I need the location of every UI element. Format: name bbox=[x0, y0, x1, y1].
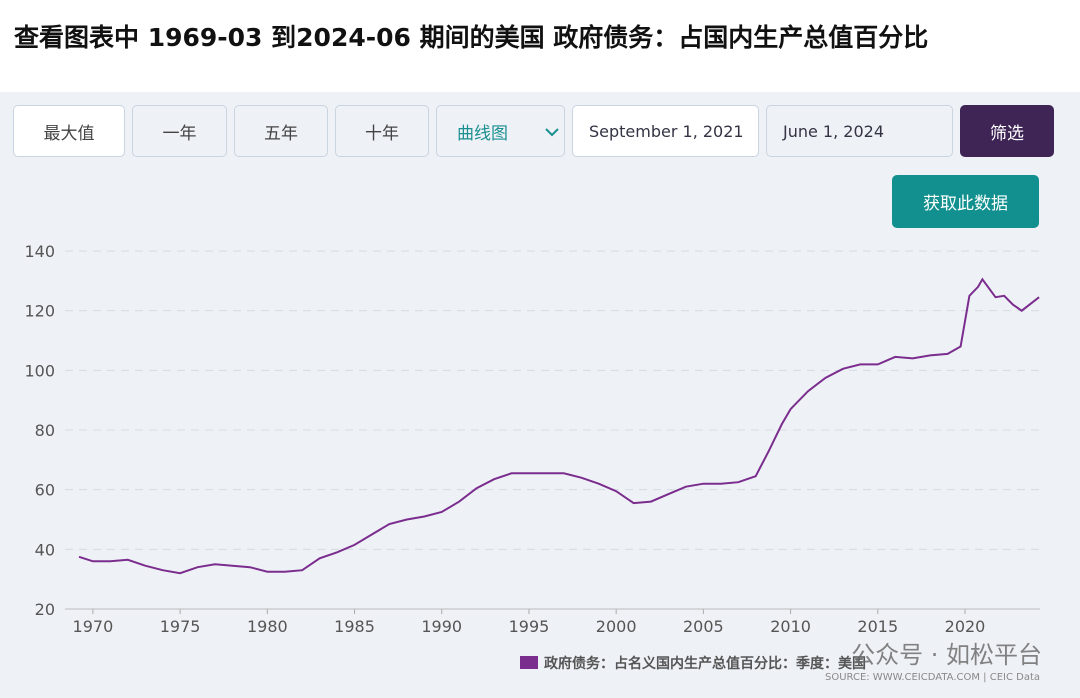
x-tick-label: 2010 bbox=[770, 617, 811, 636]
start-date[interactable]: September 1, 2021 bbox=[572, 105, 759, 157]
y-tick-label: 100 bbox=[24, 361, 55, 380]
data-line bbox=[78, 277, 1040, 575]
select-label: 曲线图 bbox=[457, 123, 508, 144]
legend-label: 政府债务：占名义国内生产总值百分比：季度：美国 bbox=[544, 655, 866, 672]
range-button[interactable]: 一年 bbox=[132, 105, 227, 157]
range-button[interactable]: 最大值 bbox=[13, 105, 125, 157]
x-tick-label: 1975 bbox=[160, 617, 201, 636]
x-tick-label: 2000 bbox=[596, 617, 637, 636]
x-tick-label: 1995 bbox=[509, 617, 550, 636]
download-button[interactable]: 获取此数据 bbox=[892, 175, 1039, 228]
legend-swatch bbox=[520, 656, 538, 669]
y-tick-label: 80 bbox=[35, 421, 55, 440]
x-tick-label: 2005 bbox=[683, 617, 724, 636]
chart-type-select[interactable]: 曲线图 bbox=[436, 105, 565, 157]
y-tick-label: 140 bbox=[24, 242, 55, 261]
chevron bbox=[545, 128, 559, 137]
x-tick-label: 1980 bbox=[247, 617, 288, 636]
x-tick-label: 2020 bbox=[945, 617, 986, 636]
x-tick-label: 2015 bbox=[857, 617, 898, 636]
y-tick-label: 120 bbox=[24, 302, 55, 321]
x-tick-label: 1985 bbox=[334, 617, 375, 636]
range-button[interactable]: 十年 bbox=[335, 105, 429, 157]
header-bg bbox=[0, 0, 1080, 92]
source: SOURCE: WWW.CEICDATA.COM | CEIC Data bbox=[825, 672, 1040, 683]
page-title: 查看图表中 1969-03 到2024-06 期间的美国 政府债务：占国内生产总… bbox=[14, 23, 929, 52]
watermark: 公众号 · 如松平台 bbox=[851, 641, 1042, 669]
y-tick-label: 40 bbox=[35, 540, 55, 559]
filter-button[interactable]: 筛选 bbox=[960, 105, 1054, 157]
y-tick-label: 60 bbox=[35, 481, 55, 500]
end-date[interactable]: June 1, 2024 bbox=[766, 105, 953, 157]
x-tick-label: 1970 bbox=[73, 617, 114, 636]
x-tick-label: 1990 bbox=[421, 617, 462, 636]
y-tick-label: 20 bbox=[35, 600, 55, 619]
range-button[interactable]: 五年 bbox=[234, 105, 328, 157]
